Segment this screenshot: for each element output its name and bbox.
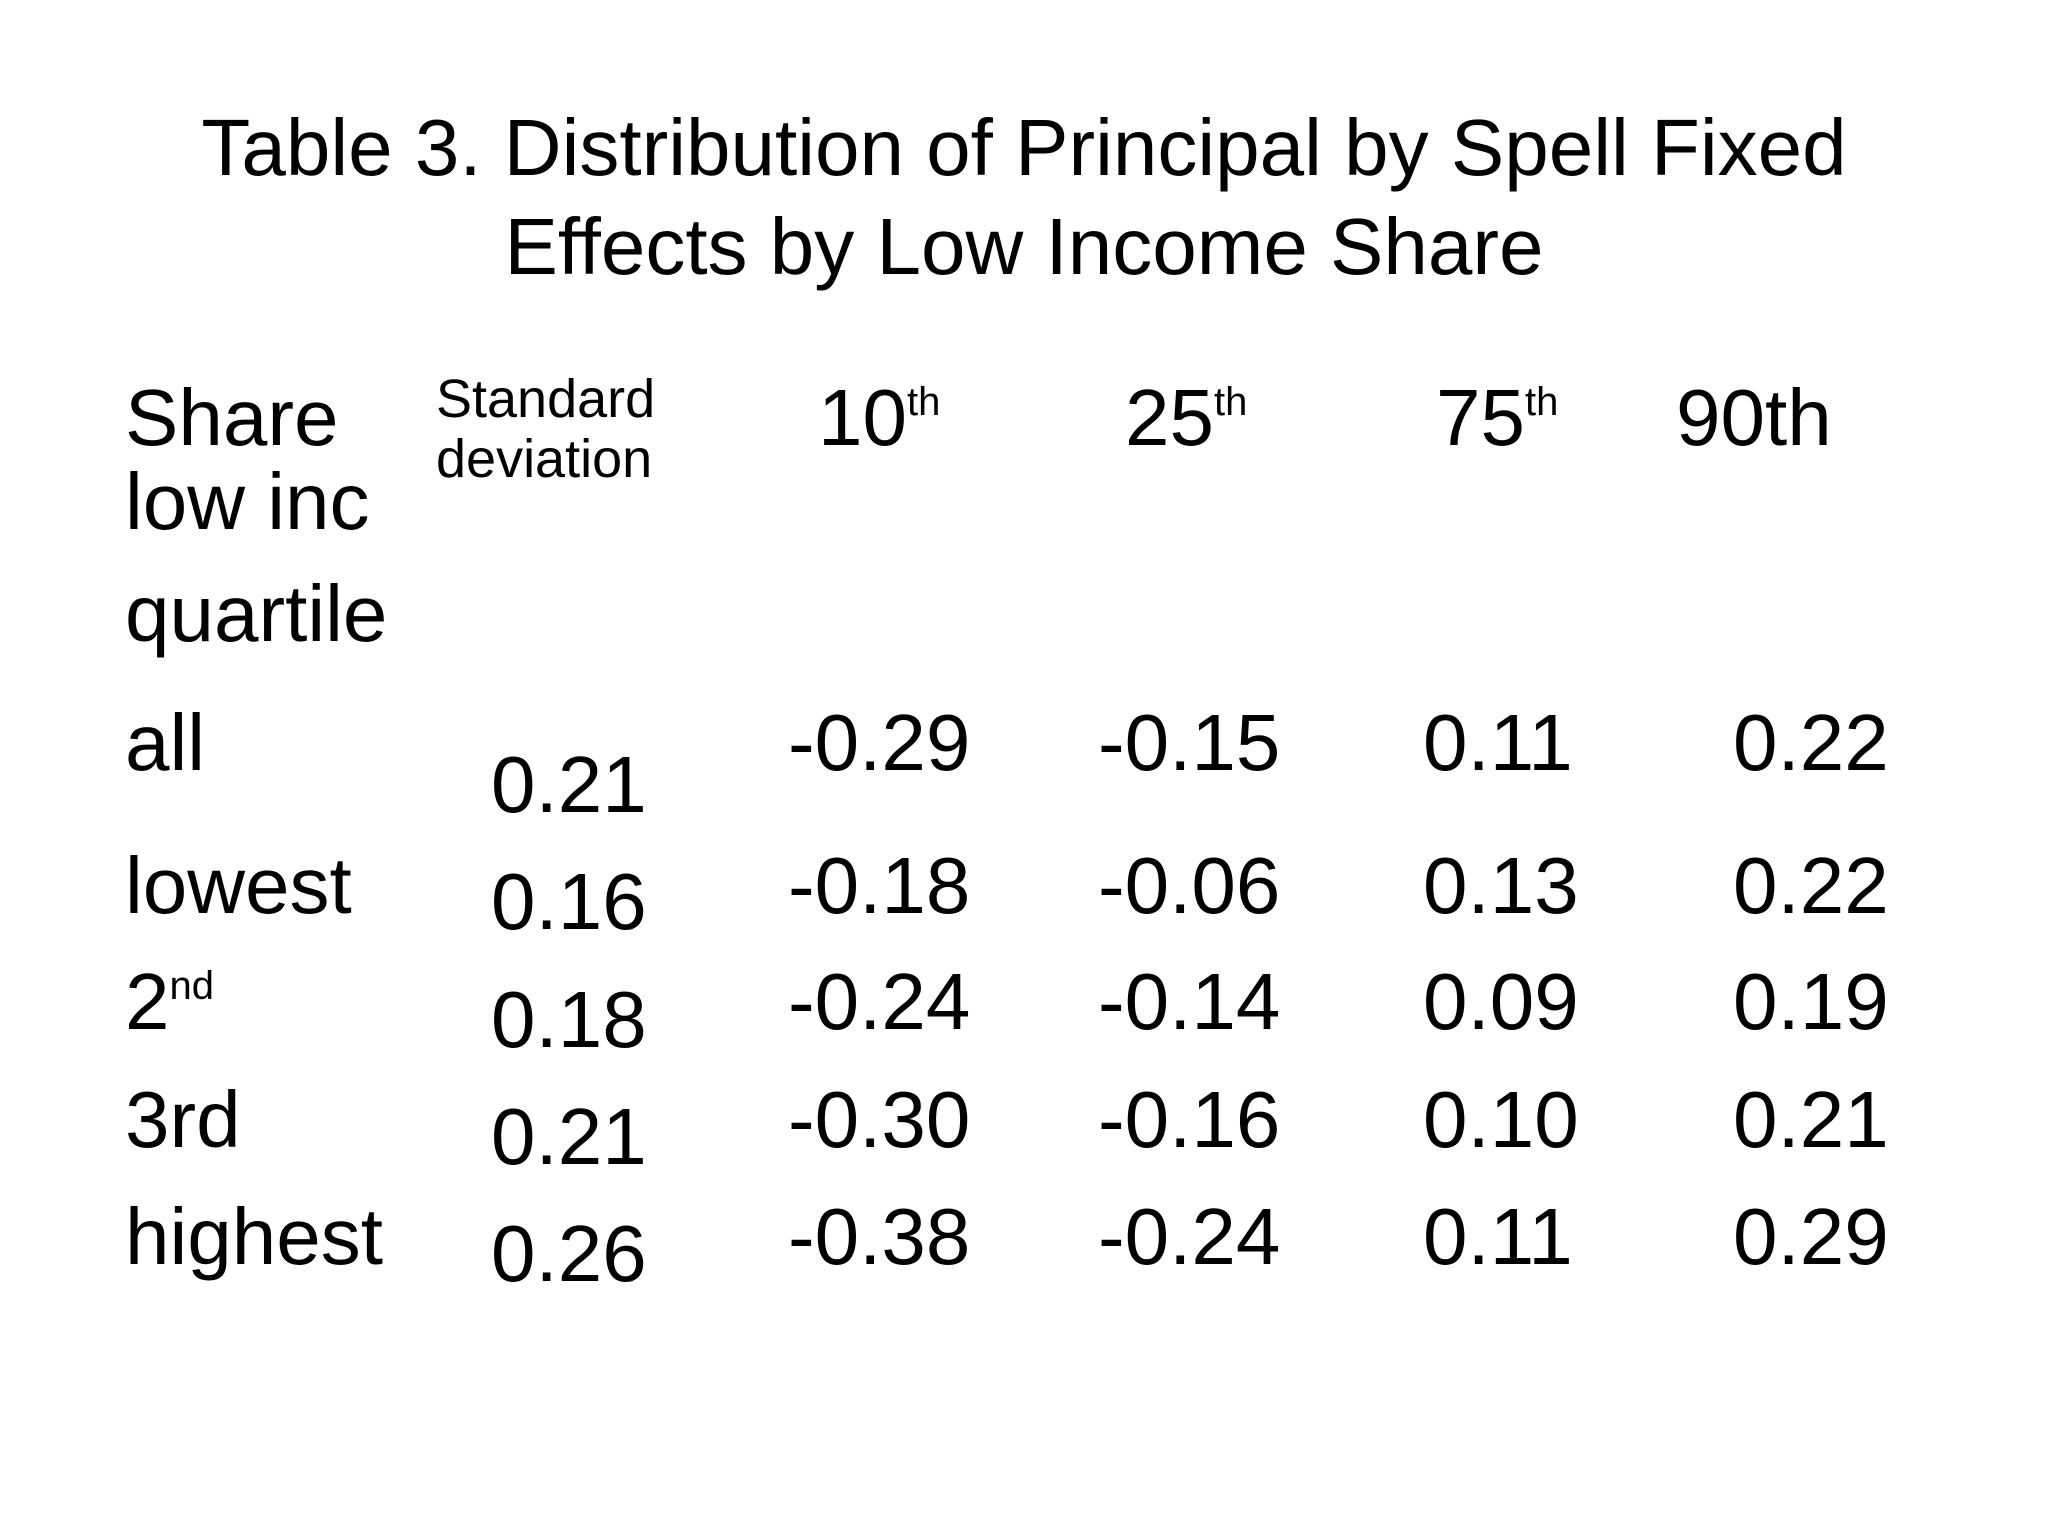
cell-p75: 0.10 [1423, 1075, 1579, 1164]
cell-p75: 0.13 [1423, 841, 1579, 930]
cell-p90: 0.21 [1733, 1075, 1889, 1164]
table-title-line-1: Table 3. Distribution of Principal by Sp… [201, 103, 1847, 192]
cell-std: 0.26 [491, 1209, 647, 1298]
header-standard: Standard [436, 369, 656, 429]
header-p90-base: 90th [1676, 373, 1832, 462]
row-label-2nd-sup: nd [169, 964, 215, 1008]
cell-p75: 0.11 [1423, 1192, 1573, 1281]
cell-p10: -0.29 [788, 698, 971, 787]
row-label-3rd: 3rd [125, 1075, 241, 1164]
header-p10-sup: th [906, 380, 941, 424]
row-label-lowest: lowest [125, 841, 352, 930]
cell-p25: -0.15 [1098, 698, 1281, 787]
header-quartile: quartile [125, 569, 388, 658]
header-p25-base: 25 [1125, 373, 1214, 462]
header-p90: 90th [1676, 378, 1832, 458]
cell-std: 0.16 [491, 857, 647, 946]
header-p10-base: 10 [818, 373, 907, 462]
cell-p10: -0.38 [788, 1192, 971, 1281]
cell-p25: -0.14 [1098, 957, 1281, 1046]
header-p75: 75th [1436, 378, 1558, 458]
cell-p10: -0.18 [788, 841, 971, 930]
cell-p25: -0.16 [1098, 1075, 1281, 1164]
row-label-highest: highest [125, 1192, 383, 1281]
row-label-all: all [125, 698, 206, 787]
cell-p25: -0.24 [1098, 1192, 1281, 1281]
cell-p10: -0.30 [788, 1075, 971, 1164]
header-share: Share [125, 373, 339, 462]
table-title-line-2: Effects by Low Income Share [504, 202, 1544, 291]
header-deviation: deviation [436, 429, 653, 489]
row-label-2nd-base: 2 [125, 957, 170, 1046]
cell-p90: 0.22 [1733, 841, 1889, 930]
header-p75-base: 75 [1436, 373, 1525, 462]
cell-std: 0.21 [491, 1092, 647, 1181]
cell-p25: -0.06 [1098, 841, 1281, 930]
cell-std: 0.21 [491, 740, 647, 829]
header-p75-sup: th [1524, 380, 1559, 424]
cell-p90: 0.22 [1733, 698, 1889, 787]
header-low-inc: low inc [125, 457, 370, 546]
cell-p90: 0.29 [1733, 1192, 1889, 1281]
header-p10: 10th [818, 378, 940, 458]
header-p25: 25th [1125, 378, 1247, 458]
cell-p75: 0.11 [1423, 698, 1573, 787]
cell-p90: 0.19 [1733, 957, 1889, 1046]
cell-p75: 0.09 [1423, 957, 1579, 1046]
cell-p10: -0.24 [788, 957, 971, 1046]
row-label-2nd: 2nd [125, 962, 214, 1042]
header-p25-sup: th [1213, 380, 1248, 424]
cell-std: 0.18 [491, 975, 647, 1064]
